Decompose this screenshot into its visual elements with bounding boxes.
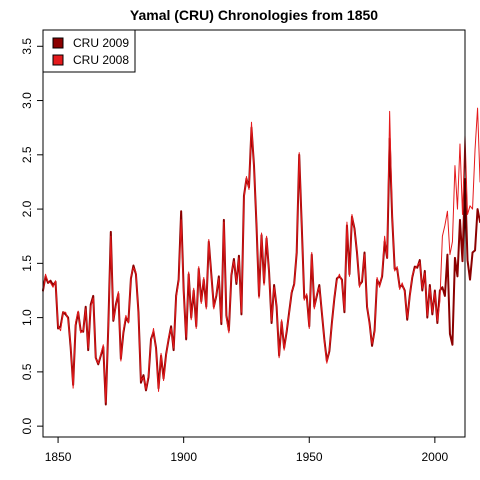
series-layer (42, 107, 480, 406)
legend-swatch (52, 37, 64, 49)
y-tick-label: 1.5 (20, 255, 34, 272)
legend-label: CRU 2009 (73, 36, 129, 50)
y-tick-label: 0.5 (20, 363, 34, 380)
y-tick-label: 3.5 (20, 38, 34, 55)
y-tick-label: 1.0 (20, 309, 34, 326)
y-tick-label: 2.5 (20, 146, 34, 163)
legend-label: CRU 2008 (73, 53, 129, 67)
legend: CRU 2009 CRU 2008 (42, 29, 136, 73)
chart-title: Yamal (CRU) Chronologies from 1850 (130, 7, 378, 23)
x-tick-label: 1850 (45, 450, 72, 464)
x-tick-label: 1950 (296, 450, 323, 464)
y-axis: 0.0 0.5 1.0 1.5 2.0 2.5 3.0 3.5 (20, 38, 43, 434)
x-tick-label: 2000 (422, 450, 449, 464)
legend-swatch (52, 54, 64, 66)
y-tick-label: 2.0 (20, 200, 34, 217)
series-line-cru-2008 (42, 107, 480, 403)
plot-border (42, 29, 466, 438)
y-tick-label: 3.0 (20, 92, 34, 109)
x-axis: 1850 1900 1950 2000 (45, 437, 449, 464)
x-tick-label: 1900 (170, 450, 197, 464)
y-tick-label: 0.0 (20, 417, 34, 434)
